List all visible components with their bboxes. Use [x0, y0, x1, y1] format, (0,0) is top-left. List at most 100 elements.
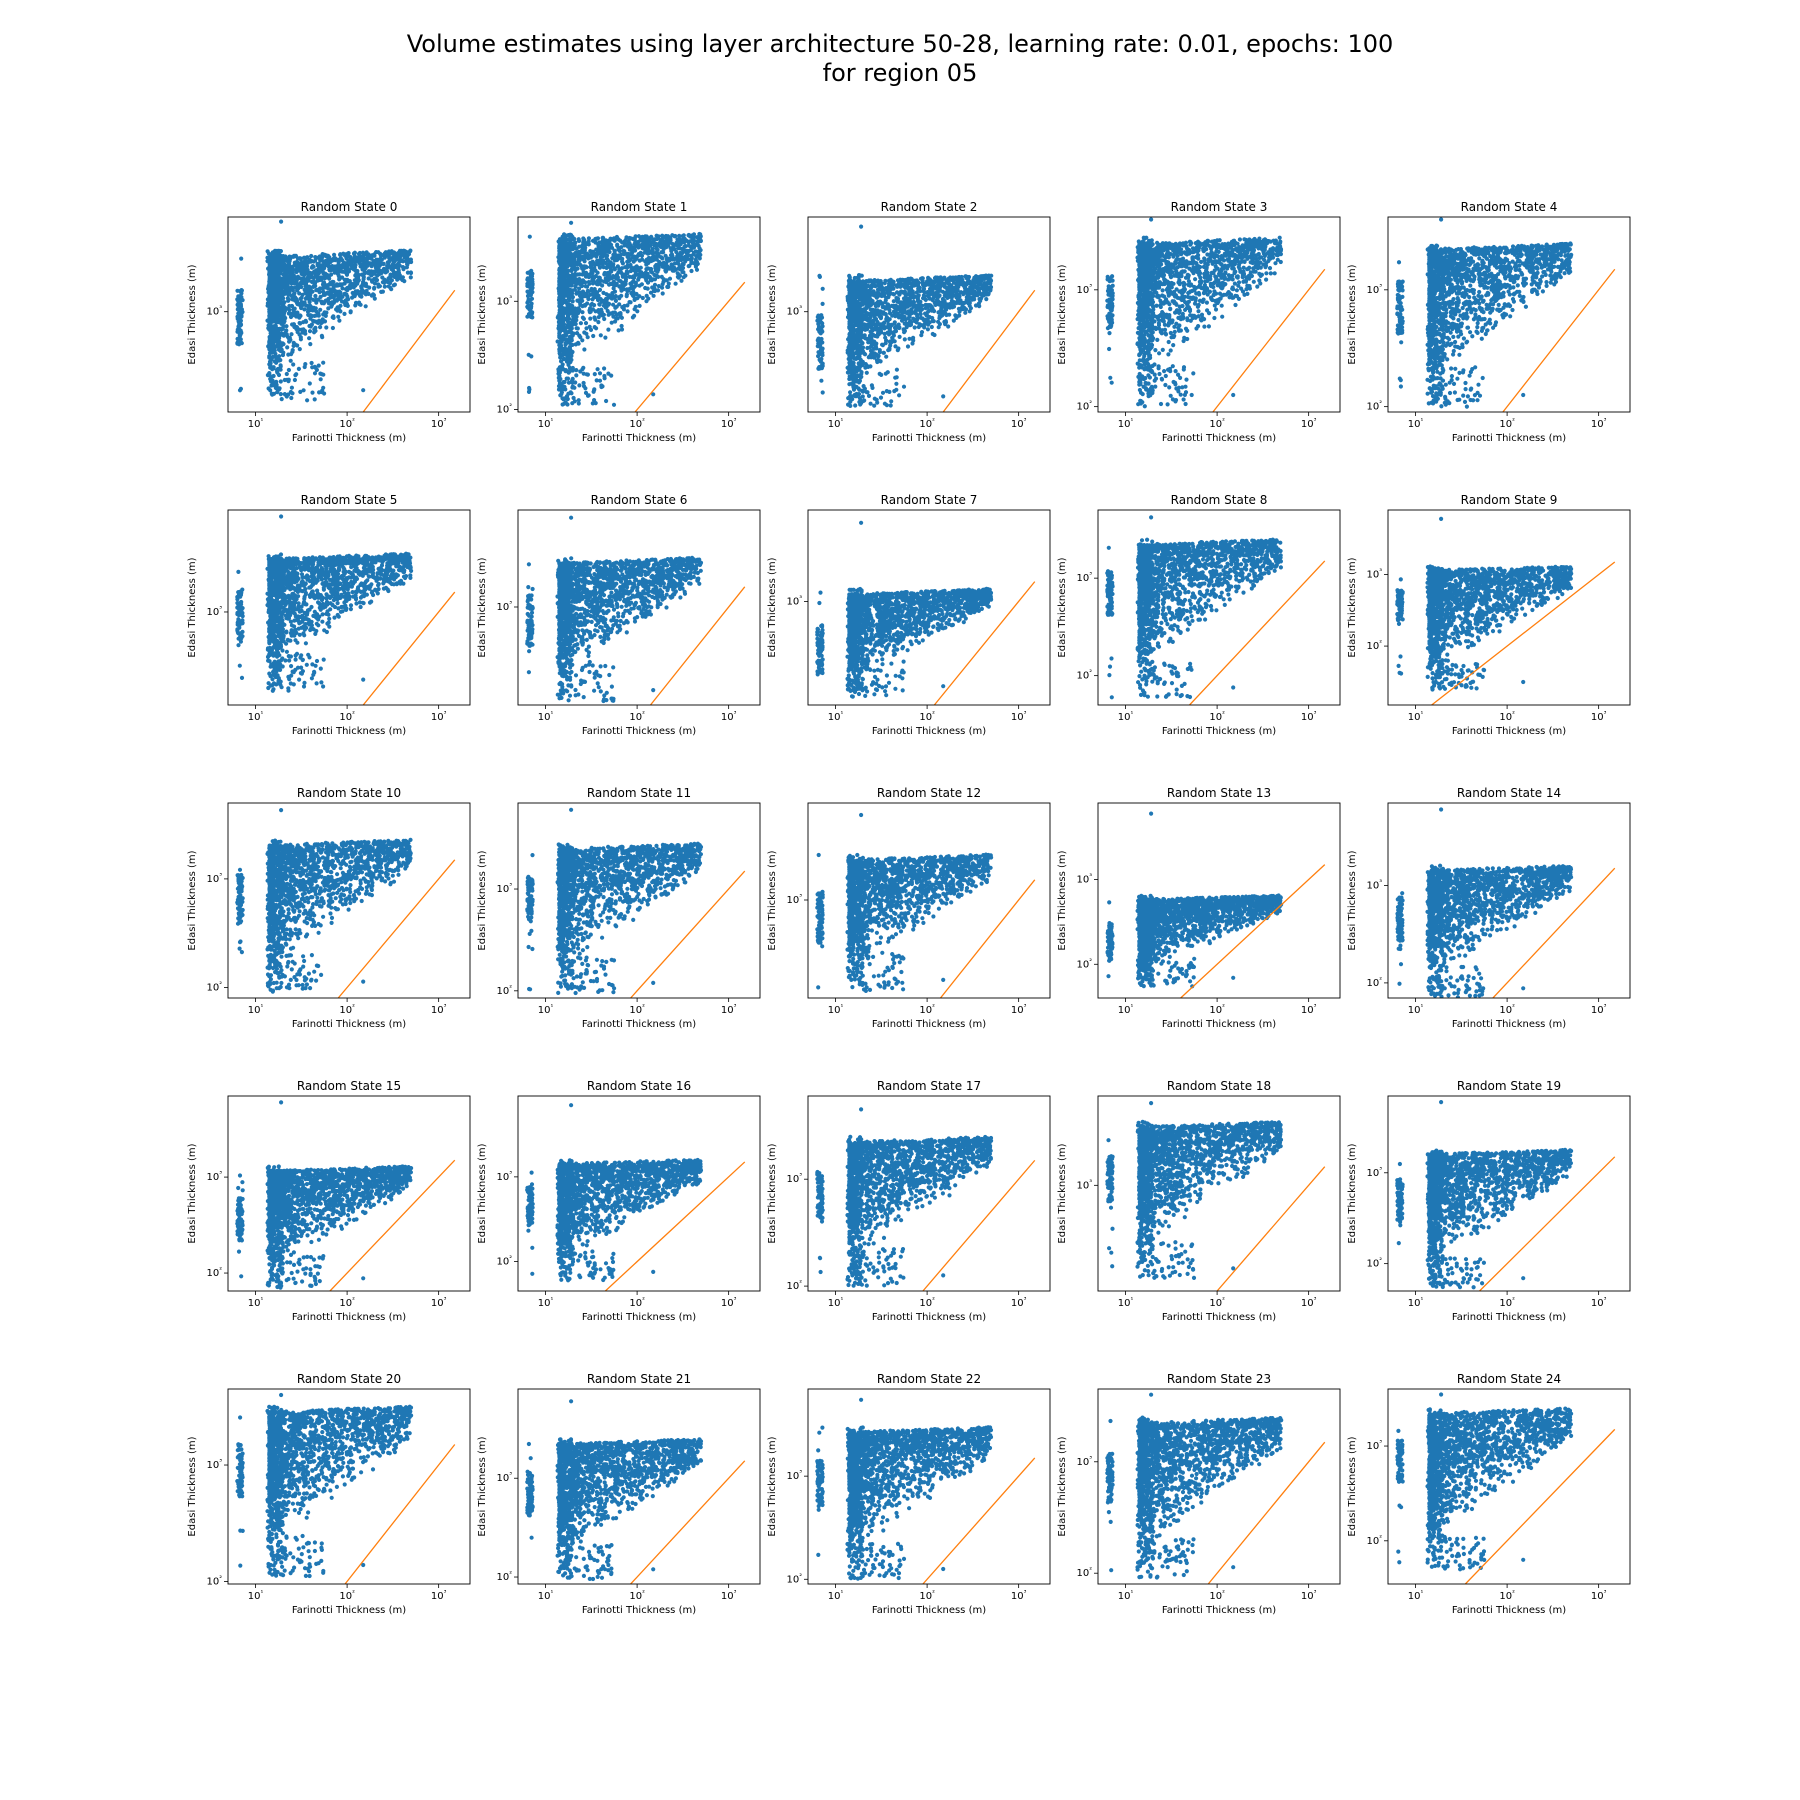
reference-line: [1492, 867, 1616, 998]
x-axis-label: Farinotti Thickness (m): [582, 1605, 696, 1616]
x-tick-label: 10¹: [248, 1589, 264, 1602]
x-tick-label: 10³: [721, 1003, 737, 1016]
reference-line: [362, 289, 456, 412]
reference-line: [933, 581, 1036, 705]
subplot-title: Random State 11: [587, 786, 691, 800]
y-tick-label: 10³: [496, 294, 512, 307]
x-axis-label: Farinotti Thickness (m): [872, 1605, 986, 1616]
subplot-5: 10¹ 10² 10³ 10³ Random State 5 Farinotti Thic…: [187, 493, 471, 737]
scatter-series: [1395, 217, 1574, 409]
y-axis-label: Edasi Thickness (m): [1347, 850, 1358, 950]
x-tick-label: 10¹: [1118, 417, 1134, 430]
reference-line: [634, 281, 746, 412]
axes-frame: [227, 509, 471, 706]
subplot-title: Random State 18: [1167, 1079, 1271, 1093]
x-axis-label: Farinotti Thickness (m): [582, 726, 696, 737]
y-tick-label: 10³: [1076, 571, 1092, 584]
y-tick-label: 10²: [1076, 669, 1092, 682]
subplot-title: Random State 17: [877, 1079, 981, 1093]
y-axis-label: Edasi Thickness (m): [1347, 264, 1358, 364]
scatter-series: [815, 1397, 994, 1581]
y-tick-label: 10³: [1366, 1166, 1382, 1179]
reference-line: [1189, 560, 1326, 705]
reference-line: [630, 1460, 746, 1584]
y-tick-label: 10²: [206, 1574, 222, 1587]
figure-title-line-1: Volume estimates using layer architectur…: [406, 30, 1394, 58]
scatter-series: [235, 808, 413, 994]
subplot-title: Random State 7: [881, 493, 978, 507]
y-axis-label: Edasi Thickness (m): [187, 264, 198, 364]
x-axis-label: Farinotti Thickness (m): [1452, 1019, 1566, 1030]
scatter-series: [525, 1399, 704, 1582]
x-tick-label: 10¹: [828, 1296, 844, 1309]
reference-line: [1180, 864, 1326, 998]
x-tick-label: 10³: [431, 417, 447, 430]
x-tick-label: 10²: [919, 1589, 935, 1602]
y-axis-label: Edasi Thickness (m): [477, 1436, 488, 1536]
y-tick-label: 10²: [1076, 1566, 1092, 1579]
y-tick-label: 10²: [496, 403, 512, 416]
subplot-title: Random State 13: [1167, 786, 1271, 800]
y-tick-label: 10²: [206, 980, 222, 993]
x-tick-label: 10²: [919, 1296, 935, 1309]
y-tick-label: 10³: [206, 605, 222, 618]
scatter-points: [1105, 217, 1284, 409]
scatter-points: [235, 808, 413, 994]
axes-frame: [807, 216, 1051, 413]
subplot-1: 10¹ 10² 10³ 10² 10³ Random State 1 Farinotti T…: [477, 200, 761, 444]
reference-line: [1207, 1441, 1326, 1584]
y-axis-label: Edasi Thickness (m): [187, 850, 198, 950]
axes-frame: [517, 802, 761, 999]
axes-frame: [807, 802, 1051, 999]
subplot-title: Random State 15: [297, 1079, 401, 1093]
reference-line-group: [1189, 560, 1326, 705]
reference-line-group: [329, 1159, 456, 1291]
x-tick-label: 10²: [1209, 1296, 1225, 1309]
scatter-series: [235, 219, 414, 403]
y-tick-label: 10³: [1076, 1455, 1092, 1468]
y-tick-label: 10²: [496, 1255, 512, 1268]
x-axis-label: Farinotti Thickness (m): [1162, 433, 1276, 444]
subplot-8: 10¹ 10² 10³ 10² 10³ Random State 8 Farinotti T…: [1057, 493, 1341, 737]
scatter-series: [815, 1107, 994, 1288]
y-axis-label: Edasi Thickness (m): [187, 1143, 198, 1243]
y-tick-label: 10²: [786, 1279, 802, 1292]
y-tick-label: 10³: [1366, 878, 1382, 891]
x-tick-label: 10³: [1591, 1589, 1607, 1602]
y-tick-label: 10³: [1366, 283, 1382, 296]
axes-frame: [1387, 216, 1631, 413]
x-tick-label: 10²: [1209, 710, 1225, 723]
subplot-13: 10¹ 10² 10³ 10² 10³ Random State 13 Farinotti …: [1057, 786, 1341, 1030]
y-tick-label: 10³: [206, 1458, 222, 1471]
subplot-title: Random State 14: [1457, 786, 1561, 800]
reference-line-group: [1502, 268, 1616, 412]
scatter-series: [1395, 1392, 1574, 1572]
reference-line-group: [1464, 1428, 1616, 1584]
reference-line-group: [1431, 561, 1616, 705]
subplot-title: Random State 10: [297, 786, 401, 800]
x-tick-label: 10³: [1011, 417, 1027, 430]
x-tick-label: 10³: [1591, 1296, 1607, 1309]
x-tick-label: 10³: [431, 1589, 447, 1602]
x-axis-label: Farinotti Thickness (m): [292, 1019, 406, 1030]
y-tick-label: 10³: [1076, 873, 1092, 886]
scatter-points: [1395, 807, 1574, 998]
x-tick-label: 10²: [1499, 1296, 1515, 1309]
subplot-title: Random State 0: [301, 200, 398, 214]
reference-line-group: [344, 1444, 456, 1584]
y-axis-label: Edasi Thickness (m): [1057, 1143, 1068, 1243]
x-tick-label: 10³: [1301, 1296, 1317, 1309]
reference-line-group: [634, 281, 746, 412]
scatter-points: [235, 219, 414, 403]
y-axis-label: Edasi Thickness (m): [767, 850, 778, 950]
x-tick-label: 10³: [721, 1589, 737, 1602]
scatter-series: [815, 224, 994, 408]
x-axis-label: Farinotti Thickness (m): [1452, 726, 1566, 737]
x-axis-label: Farinotti Thickness (m): [292, 433, 406, 444]
subplot-15: 10¹ 10² 10³ 10² 10³ Random State 15 Farinotti …: [187, 1079, 471, 1323]
x-tick-label: 10³: [1301, 710, 1317, 723]
scatter-series: [1105, 1392, 1284, 1580]
scatter-series: [235, 1100, 414, 1290]
y-tick-label: 10³: [496, 1170, 512, 1183]
